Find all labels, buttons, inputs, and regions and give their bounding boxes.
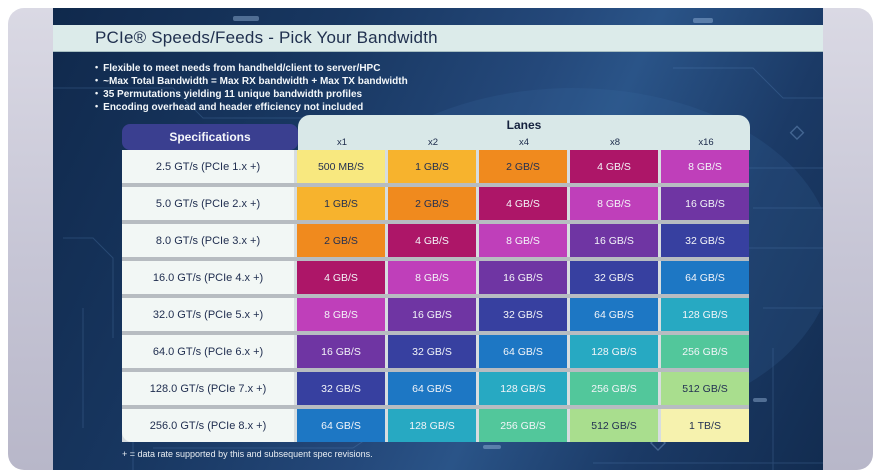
lane-label-x8: x8 [609,137,621,148]
bandwidth-cell: 8 GB/S [297,298,385,331]
bandwidth-cell: 64 GB/S [570,298,658,331]
spec-label: 64.0 GT/s (PCIe 6.x +) [122,335,294,368]
bandwidth-cell: 128 GB/S [570,335,658,368]
bandwidth-cell: 4 GB/S [479,187,567,220]
bandwidth-cell: 32 GB/S [479,298,567,331]
bullet-list: Flexible to meet needs from handheld/cli… [95,62,408,114]
slide-title: PCIe® Speeds/Feeds - Pick Your Bandwidth [95,28,438,47]
table-row: 8.0 GT/s (PCIe 3.x +) 2 GB/S 4 GB/S 8 GB/S 1… [122,220,749,257]
bandwidth-cell: 1 GB/S [297,187,385,220]
bandwidth-cell: 256 GB/S [661,335,749,368]
lane-label-x16: x16 [698,137,714,148]
bandwidth-cell: 16 GB/S [479,261,567,294]
spec-label: 128.0 GT/s (PCIe 7.x +) [122,372,294,405]
bullet-item: Encoding overhead and header efficiency … [95,101,408,114]
lanes-panel: Lanes x1 x2 x4 x8 x16 [298,115,750,150]
footnote: + = data rate supported by this and subs… [122,449,373,459]
title-bar: PCIe® Speeds/Feeds - Pick Your Bandwidth [53,25,823,52]
lane-label-x2: x2 [427,137,439,148]
bullet-item: 35 Permutations yielding 11 unique bandw… [95,88,408,101]
lanes-title: Lanes [506,118,542,132]
specifications-header: Specifications [122,124,298,150]
spec-label: 256.0 GT/s (PCIe 8.x +) [122,409,294,442]
bandwidth-cell: 16 GB/S [570,224,658,257]
bandwidth-cell: 512 GB/S [661,372,749,405]
table-row: 5.0 GT/s (PCIe 2.x +) 1 GB/S 2 GB/S 4 GB/S 8… [122,183,749,220]
bandwidth-cell: 32 GB/S [297,372,385,405]
bandwidth-cell: 2 GB/S [479,150,567,183]
table-row: 2.5 GT/s (PCIe 1.x +) 500 MB/S 1 GB/S 2 GB/… [122,150,749,183]
bandwidth-cell: 256 GB/S [479,409,567,442]
bandwidth-cell: 16 GB/S [661,187,749,220]
spec-label: 16.0 GT/s (PCIe 4.x +) [122,261,294,294]
bandwidth-cell: 32 GB/S [661,224,749,257]
spec-label: 32.0 GT/s (PCIe 5.x +) [122,298,294,331]
bandwidth-cell: 2 GB/S [388,187,476,220]
bandwidth-cell: 32 GB/S [570,261,658,294]
table-row: 256.0 GT/s (PCIe 8.x +) 64 GB/S 128 GB/S 25… [122,405,749,442]
bandwidth-cell: 16 GB/S [388,298,476,331]
bandwidth-cell: 4 GB/S [297,261,385,294]
bandwidth-cell: 1 TB/S [661,409,749,442]
bullet-item: Flexible to meet needs from handheld/cli… [95,62,408,75]
bandwidth-cell: 128 GB/S [661,298,749,331]
table-header: Specifications Lanes x1 x2 x4 x8 x16 [122,115,750,150]
bandwidth-cell: 4 GB/S [388,224,476,257]
spec-label: 5.0 GT/s (PCIe 2.x +) [122,187,294,220]
bandwidth-cell: 64 GB/S [388,372,476,405]
bandwidth-cell: 16 GB/S [297,335,385,368]
bullet-item: ~Max Total Bandwidth = Max RX bandwidth … [95,75,408,88]
bandwidth-cell: 32 GB/S [388,335,476,368]
spec-label: 8.0 GT/s (PCIe 3.x +) [122,224,294,257]
bandwidth-cell: 500 MB/S [297,150,385,183]
bandwidth-cell: 8 GB/S [479,224,567,257]
bandwidth-cell: 512 GB/S [570,409,658,442]
bandwidth-cell: 64 GB/S [661,261,749,294]
table-row: 16.0 GT/s (PCIe 4.x +) 4 GB/S 8 GB/S 16 GB/… [122,257,749,294]
bandwidth-cell: 8 GB/S [661,150,749,183]
spec-label: 2.5 GT/s (PCIe 1.x +) [122,150,294,183]
table-row: 64.0 GT/s (PCIe 6.x +) 16 GB/S 32 GB/S 64 G… [122,331,749,368]
bandwidth-cell: 8 GB/S [570,187,658,220]
lane-labels-row: x1 x2 x4 x8 x16 [298,137,750,148]
table-body: 2.5 GT/s (PCIe 1.x +) 500 MB/S 1 GB/S 2 GB/… [122,150,749,442]
table-row: 32.0 GT/s (PCIe 5.x +) 8 GB/S 16 GB/S 32 GB… [122,294,749,331]
bandwidth-cell: 128 GB/S [479,372,567,405]
lane-label-x1: x1 [336,137,348,148]
table-row: 128.0 GT/s (PCIe 7.x +) 32 GB/S 64 GB/S 128… [122,368,749,405]
lane-label-x4: x4 [518,137,530,148]
bandwidth-cell: 256 GB/S [570,372,658,405]
bandwidth-cell: 64 GB/S [479,335,567,368]
bandwidth-cell: 128 GB/S [388,409,476,442]
bandwidth-cell: 1 GB/S [388,150,476,183]
bandwidth-cell: 2 GB/S [297,224,385,257]
bandwidth-cell: 8 GB/S [388,261,476,294]
bandwidth-cell: 64 GB/S [297,409,385,442]
pcie-slide: PCIe® Speeds/Feeds - Pick Your Bandwidth… [53,8,823,470]
bandwidth-cell: 4 GB/S [570,150,658,183]
